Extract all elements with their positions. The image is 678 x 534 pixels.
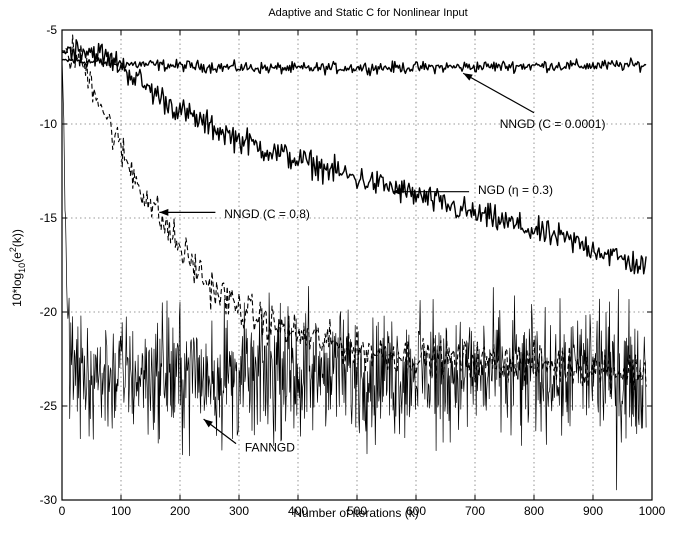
x-tick-label: 0: [59, 504, 66, 518]
annotation-label: NNGD (C = 0.8): [224, 207, 310, 221]
y-tick-label: -25: [40, 399, 58, 413]
x-tick-label: 1000: [639, 504, 666, 518]
axes-layer: 0 100 200 300 400 500 600 700 800 900 1000 -30 -25 -2…: [40, 23, 666, 518]
y-tick-label: -20: [40, 305, 58, 319]
annotation-arrowhead: [203, 419, 213, 428]
annotation-layer: NNGD (C = 0.0001) NGD (η = 0.3) NNGD (C = …: [159, 72, 606, 454]
x-tick-label: 400: [288, 504, 308, 518]
x-tick-label: 900: [583, 504, 603, 518]
y-axis-label-superscript: 2: [8, 247, 18, 252]
y-tick-label: -10: [40, 117, 58, 131]
x-tick-label: 700: [465, 504, 485, 518]
x-tick-label: 200: [170, 504, 190, 518]
series-line-4: [61, 58, 647, 491]
annotation-arrowhead: [392, 188, 402, 196]
x-tick-label: 600: [406, 504, 426, 518]
annotation-label: FANNGD: [245, 440, 295, 454]
x-tick-label: 100: [111, 504, 131, 518]
annotation-label: NGD (η = 0.3): [478, 183, 553, 197]
y-axis-label-part: (e: [10, 252, 24, 263]
svg-text:10*log10(e2(k)): 10*log10(e2(k)): [8, 229, 27, 307]
y-tick-label: -30: [40, 493, 58, 507]
series-line-1: [61, 56, 647, 77]
annotation-4: FANNGD: [203, 418, 295, 454]
annotation-1: NNGD (C = 0.0001): [462, 72, 606, 131]
annotation-arrowhead: [159, 208, 169, 216]
y-axis-label-subscript: 10: [17, 263, 27, 273]
y-axis-label-part: (k)): [10, 229, 24, 247]
y-tick-label: -15: [40, 211, 58, 225]
chart-title: Adaptive and Static C for Nonlinear Inpu…: [268, 7, 467, 19]
y-axis-label: 10*log10(e2(k)): [8, 229, 27, 307]
annotation-2: NGD (η = 0.3): [392, 183, 553, 197]
x-tick-label: 300: [229, 504, 249, 518]
annotation-arrow: [462, 72, 535, 114]
x-tick-label: 800: [524, 504, 544, 518]
annotation-arrowhead: [463, 73, 473, 81]
grid: [62, 30, 652, 500]
x-axis-label: Number of iterations (k): [293, 506, 418, 520]
annotation-label: NNGD (C = 0.0001): [500, 117, 606, 131]
x-tick-label: 500: [347, 504, 367, 518]
y-axis-label-part: 10*log: [10, 273, 24, 307]
annotation-3: NNGD (C = 0.8): [159, 207, 310, 221]
series-line-3: [61, 34, 647, 394]
y-tick-label: -5: [46, 23, 57, 37]
series-line-2: [61, 39, 647, 275]
series-layer: [61, 34, 647, 491]
